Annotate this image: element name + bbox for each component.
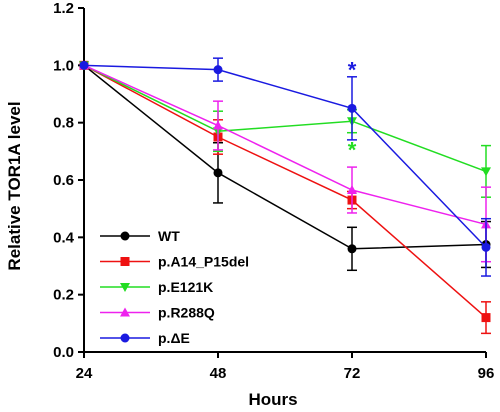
legend-marker <box>120 283 130 292</box>
y-axis-title: Relative TOR1A level <box>5 101 24 270</box>
series-line <box>83 64 487 319</box>
legend-item-1: p.A14_P15del <box>100 254 249 270</box>
data-point <box>79 60 89 70</box>
data-point <box>213 65 223 75</box>
series-3 <box>79 60 491 263</box>
legend-marker <box>120 257 130 266</box>
legend-marker <box>120 333 130 343</box>
y-tick-label: 0.8 <box>53 115 74 132</box>
series-2 <box>79 61 491 198</box>
y-tick-label: 1.0 <box>53 57 74 74</box>
legend-label: p.E121K <box>158 279 213 295</box>
legend-marker <box>120 307 130 317</box>
legend-item-3: p.R288Q <box>100 305 215 321</box>
legend-label: p.ΔE <box>158 330 190 346</box>
legend-item-4: p.ΔE <box>100 330 190 346</box>
legend-item-0: WT <box>100 228 180 244</box>
series-line <box>83 64 487 173</box>
data-point <box>481 167 491 177</box>
y-tick-label: 0.2 <box>53 287 74 304</box>
x-tick-label: 72 <box>344 365 361 382</box>
series-line <box>83 64 487 248</box>
data-point <box>213 120 223 130</box>
y-tick-label: 0.0 <box>53 344 74 361</box>
legend-label: p.R288Q <box>158 305 215 321</box>
series-4 <box>79 57 491 277</box>
y-tick-label: 0.4 <box>53 229 75 246</box>
data-point <box>481 313 491 323</box>
data-point <box>347 185 357 195</box>
data-point <box>481 242 491 252</box>
series-line <box>83 64 487 226</box>
y-tick-label: 0.6 <box>53 172 74 189</box>
data-point <box>347 103 357 113</box>
data-point <box>347 244 357 254</box>
x-tick-label: 48 <box>210 365 227 382</box>
legend-label: p.A14_P15del <box>158 254 249 270</box>
x-axis-title: Hours <box>248 390 297 409</box>
series-line <box>83 64 487 250</box>
data-point <box>213 168 223 178</box>
y-tick-label: 1.2 <box>53 0 74 17</box>
legend-item-2: p.E121K <box>100 279 213 295</box>
significance-asterisk: * <box>348 138 357 163</box>
series-1 <box>79 60 491 335</box>
x-tick-label: 96 <box>478 365 495 382</box>
series-0 <box>79 60 491 272</box>
x-tick-label: 24 <box>76 365 93 382</box>
significance-asterisk: * <box>348 57 357 82</box>
legend-label: WT <box>158 228 180 244</box>
legend-marker <box>120 231 130 241</box>
